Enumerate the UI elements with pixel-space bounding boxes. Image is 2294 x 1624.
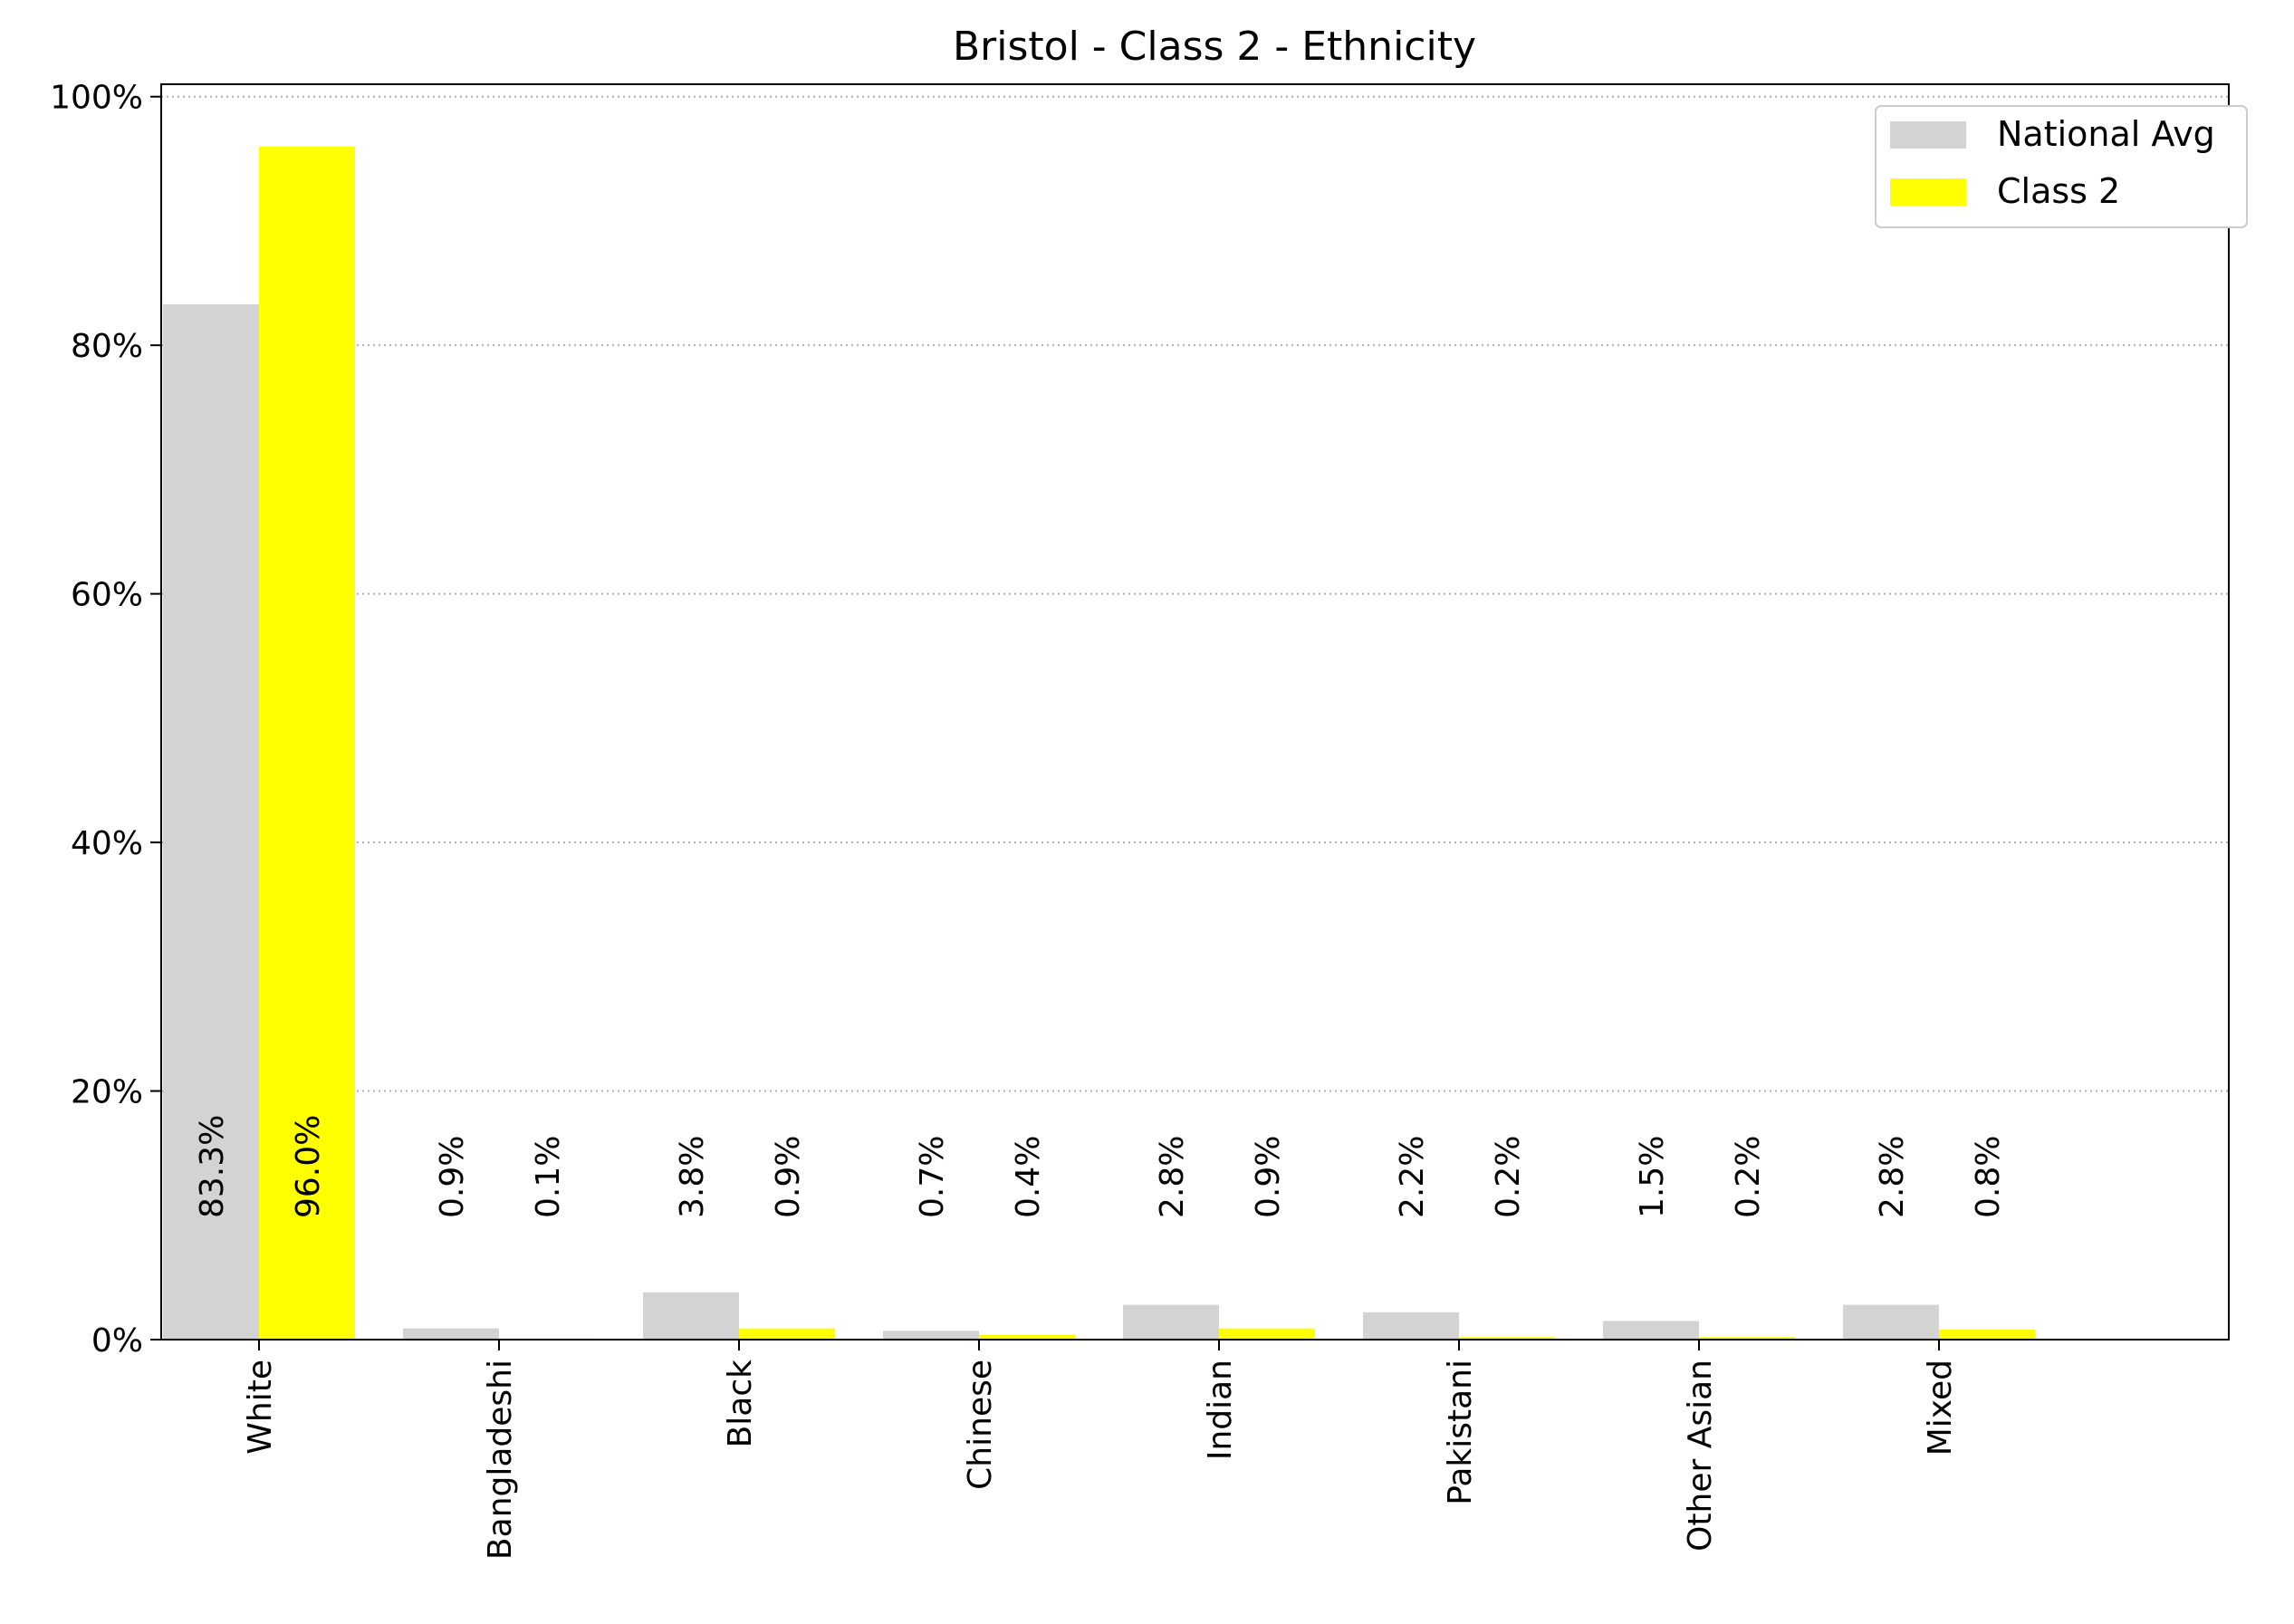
x-tick-label: Chinese — [962, 1360, 999, 1490]
bar-national-avg — [883, 1331, 979, 1340]
bar-value-label: 1.5% — [1634, 1136, 1671, 1218]
bar-national-avg — [1843, 1304, 1939, 1340]
x-tick-label: Mixed — [1922, 1360, 1959, 1456]
bar-value-label: 0.9% — [1250, 1136, 1287, 1218]
bar-value-label: 2.8% — [1874, 1136, 1911, 1218]
legend-swatch — [1890, 121, 1966, 149]
bar-national-avg — [1603, 1321, 1699, 1340]
bar-value-label: 3.8% — [674, 1136, 711, 1218]
bar-value-label: 0.7% — [914, 1136, 951, 1218]
bar-value-label: 0.2% — [1490, 1136, 1527, 1218]
bar-class-2 — [1699, 1337, 1795, 1340]
bar-value-label: 0.9% — [770, 1136, 807, 1218]
bars — [163, 146, 2035, 1340]
grid-lines — [161, 95, 2229, 1092]
bar-value-label: 0.9% — [434, 1136, 471, 1218]
legend-label: Class 2 — [1997, 171, 2120, 211]
chart-title: Bristol - Class 2 - Ethnicity — [953, 24, 1476, 70]
y-tick-label: 20% — [71, 1074, 143, 1111]
y-tick-label: 80% — [71, 328, 143, 365]
bar-class-2 — [739, 1328, 835, 1340]
legend-box — [1875, 105, 2248, 228]
bar-value-label: 0.8% — [1970, 1136, 2007, 1218]
x-tick-label: Black — [722, 1360, 759, 1448]
bar-value-label: 2.2% — [1394, 1136, 1431, 1218]
plot-area-frame — [160, 83, 2230, 1341]
bar-class-2 — [259, 146, 355, 1340]
bar-value-label: 0.4% — [1010, 1136, 1047, 1218]
bar-national-avg — [163, 303, 259, 1340]
bar-class-2 — [1939, 1330, 2035, 1340]
y-axis: 0% 20% 40% 60% 80% 100% — [50, 80, 161, 1360]
bar-value-label: 0.1% — [530, 1136, 567, 1218]
bar-national-avg — [403, 1328, 499, 1340]
x-tick-label: Bangladeshi — [482, 1360, 519, 1560]
bar-national-avg — [1363, 1312, 1459, 1340]
bar-class-2 — [979, 1334, 1075, 1340]
x-tick-label: Pakistani — [1442, 1360, 1479, 1505]
legend: National Avg Class 2 — [1875, 105, 2248, 228]
bar-national-avg — [643, 1292, 739, 1340]
bar-class-2 — [1219, 1328, 1315, 1340]
x-tick-label: White — [242, 1360, 279, 1455]
bar-value-label: 2.8% — [1154, 1136, 1191, 1218]
y-tick-label: 0% — [91, 1322, 143, 1360]
bar-value-label: 0.2% — [1730, 1136, 1767, 1218]
legend-swatch — [1890, 178, 1966, 206]
x-axis: White Bangladeshi Black Chinese Indian Pakist… — [242, 1340, 1959, 1560]
bar-value-label: 83.3% — [194, 1115, 231, 1218]
y-tick-label: 60% — [71, 577, 143, 614]
x-tick-label: Indian — [1202, 1360, 1239, 1460]
y-tick-label: 100% — [50, 80, 143, 117]
bar-class-2 — [1459, 1337, 1555, 1340]
y-tick-label: 40% — [71, 825, 143, 862]
bar-national-avg — [1123, 1304, 1219, 1340]
bar-value-label: 96.0% — [290, 1115, 327, 1218]
x-tick-label: Other Asian — [1682, 1360, 1719, 1552]
bar-labels: 83.3% 96.0% 0.9% 0.1% 3.8% 0.9% 0.7% 0.4% 2.8% 0.… — [194, 1115, 2007, 1218]
legend-label: National Avg — [1997, 114, 2215, 154]
